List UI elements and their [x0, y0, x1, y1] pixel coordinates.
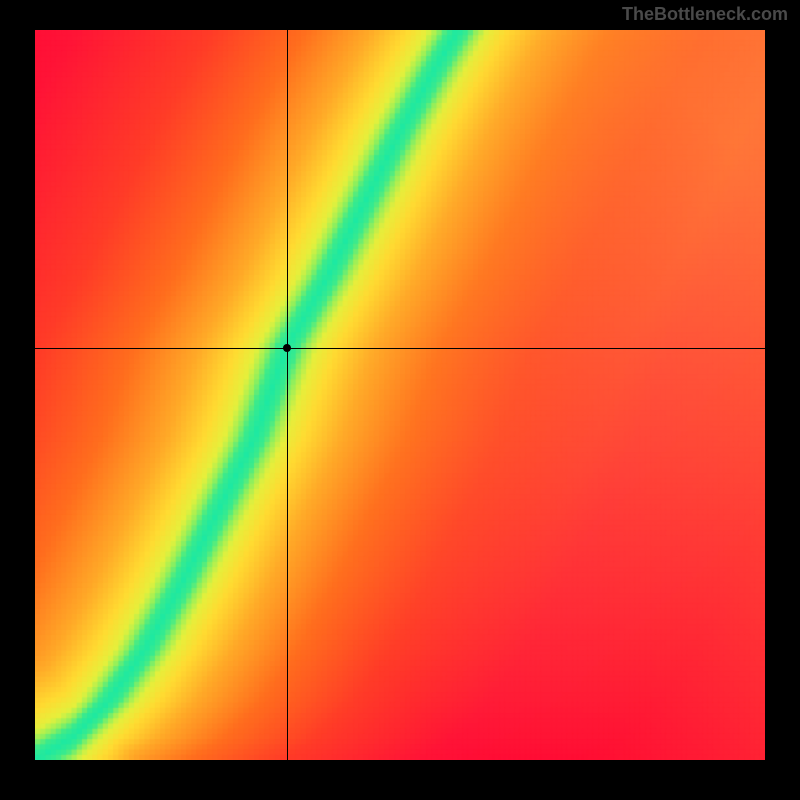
- heatmap-canvas: [35, 30, 765, 760]
- crosshair-horizontal: [35, 348, 765, 349]
- marker-dot: [283, 344, 291, 352]
- bottleneck-heatmap: [35, 30, 765, 760]
- crosshair-vertical: [287, 30, 288, 760]
- watermark-text: TheBottleneck.com: [622, 4, 788, 25]
